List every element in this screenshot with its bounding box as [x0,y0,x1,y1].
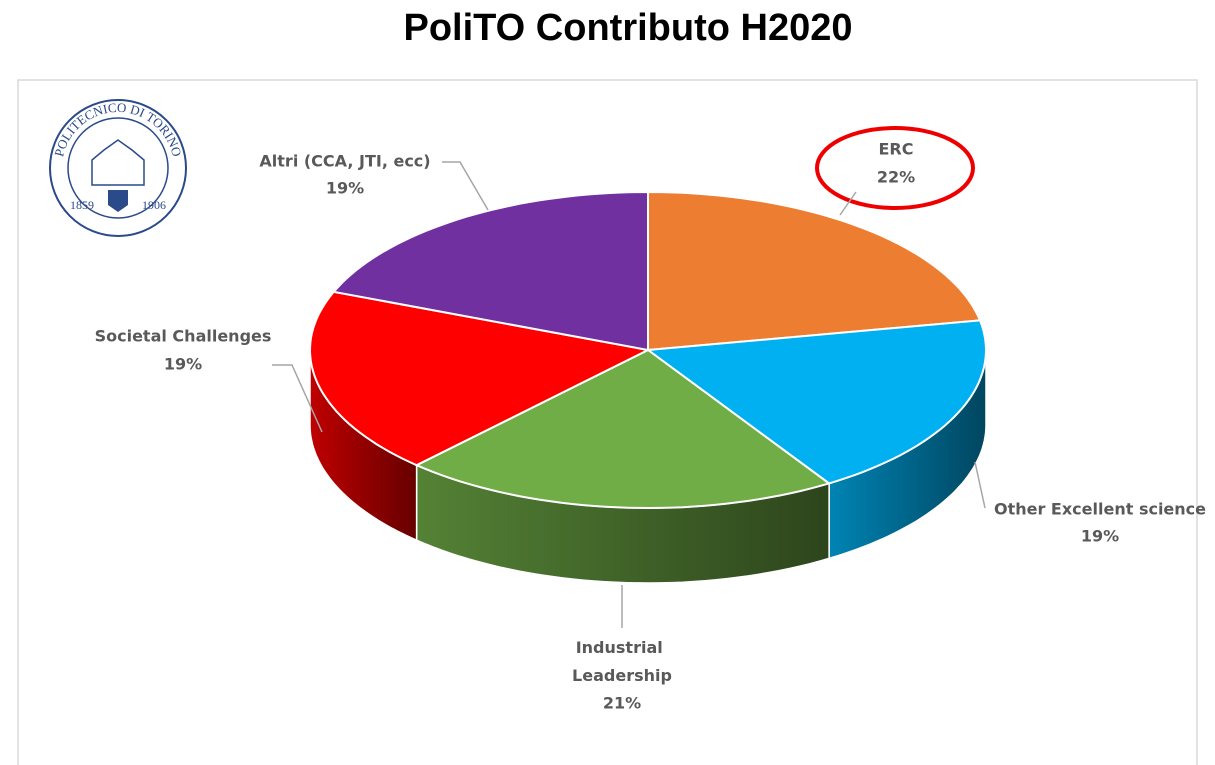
data-label-name: Industrial Leadership [572,638,672,685]
data-label-value: 19% [1081,527,1119,546]
data-label-name: ERC [879,140,914,159]
data-label-value: 19% [164,355,202,374]
chart-title: PoliTO Contributo H2020 [403,7,852,49]
leader-line [839,191,857,216]
logo-year: 1906 [142,198,166,212]
data-label-name: Other Excellent science [994,500,1206,519]
labels: ERC 22% Other Excellent science 19% Industri… [95,140,1207,713]
leader-line [974,461,986,509]
slice [331,190,649,352]
slice [414,348,832,510]
pie [308,190,988,584]
slice [645,319,988,485]
logo-year: 1859 [70,198,94,212]
slice [647,190,982,352]
highlight-circle [815,126,975,210]
leader-line [442,161,489,211]
data-label-name: Altri (CCA, JTI, ecc) [259,152,430,171]
data-label-name: Societal Challenges [95,327,272,346]
leader-line [272,364,323,433]
data-label-value: 21% [603,694,641,713]
data-label-value: 22% [877,168,915,187]
data-label-value: 19% [326,179,364,198]
